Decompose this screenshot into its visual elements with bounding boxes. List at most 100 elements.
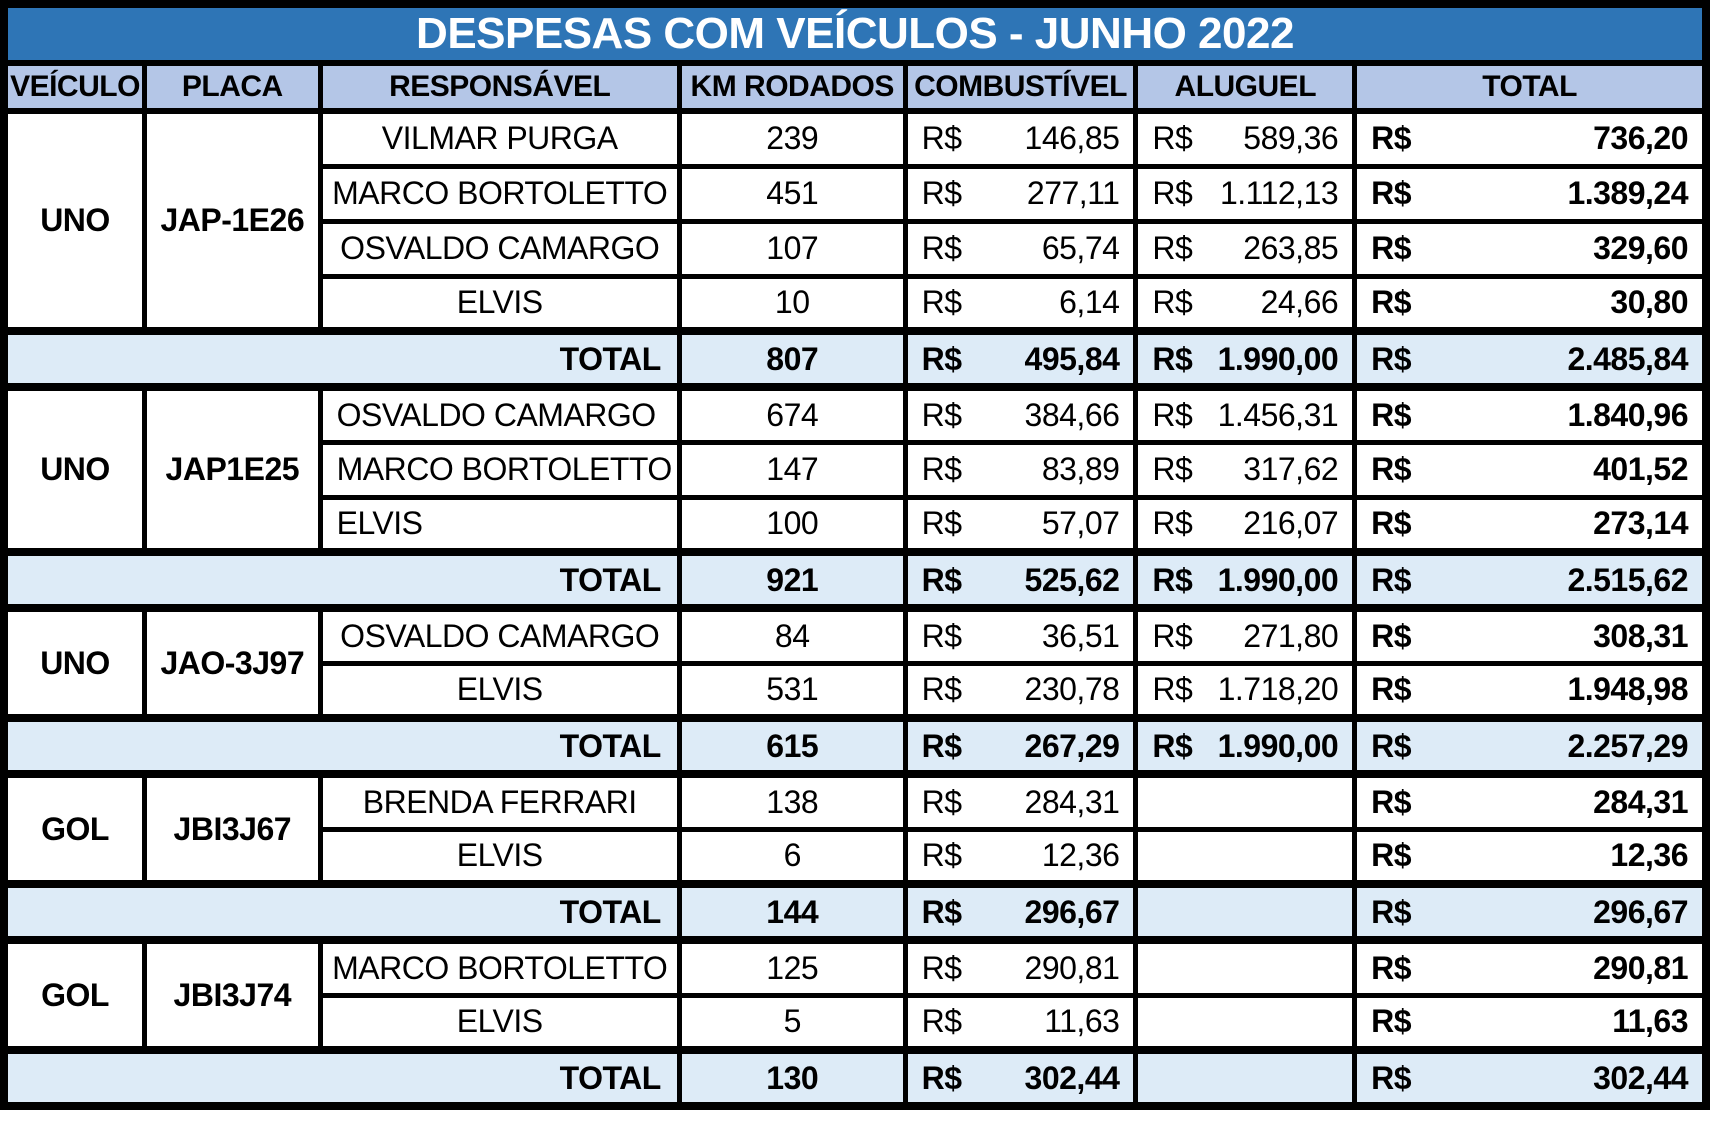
combustivel-value: 65,74 [1041, 230, 1120, 266]
total-value: 12,36 [1610, 837, 1688, 874]
total-cell: R$ 11,63 [1352, 992, 1709, 1053]
currency-symbol: R$ [1152, 230, 1193, 266]
combustivel-value: 290,81 [1024, 949, 1120, 986]
total-value: 1.840,96 [1567, 396, 1688, 433]
total-value: 302,44 [1593, 1059, 1688, 1096]
total-aluguel-cell: R$ 1.990,00 [1133, 548, 1358, 612]
currency-symbol: R$ [1152, 617, 1193, 654]
currency-symbol: R$ [921, 120, 962, 157]
total-aluguel-cell [1133, 1046, 1358, 1110]
total-value: 2.515,62 [1567, 561, 1688, 598]
total-cell: R$ 30,80 [1352, 273, 1709, 334]
currency-symbol: R$ [1371, 451, 1412, 487]
km-cell: 451 [676, 163, 908, 224]
col-header-total: TOTAL [1352, 60, 1709, 114]
combustivel-value: 36,51 [1041, 617, 1120, 654]
currency-symbol: R$ [921, 230, 962, 266]
currency-symbol: R$ [921, 1003, 962, 1040]
aluguel-value: 216,07 [1243, 505, 1339, 542]
combustivel-cell: R$ 290,81 [902, 937, 1139, 998]
table-row: ELVIS 100 R$ 57,07 R$ 216,07 R$ 273,14 [4, 494, 1709, 555]
title-bar: DESPESAS COM VEÍCULOS - JUNHO 2022 [1, 1, 1709, 66]
currency-symbol: R$ [1371, 671, 1412, 708]
currency-symbol: R$ [1371, 340, 1412, 377]
col-header-responsavel: RESPONSÁVEL [317, 60, 682, 114]
aluguel-value: 1.990,00 [1217, 340, 1339, 377]
currency-symbol: R$ [921, 727, 962, 764]
responsavel-cell: OSVALDO CAMARGO [317, 384, 682, 445]
aluguel-cell: R$ 1.112,13 [1133, 163, 1358, 224]
km-cell: 531 [676, 660, 908, 721]
total-row-label: TOTAL [1, 1046, 682, 1110]
currency-symbol: R$ [921, 1059, 962, 1096]
total-row-label: TOTAL [1, 880, 682, 944]
table-row: MARCO BORTOLETTO 147 R$ 83,89 R$ 317,62 R$… [4, 439, 1709, 500]
km-cell: 10 [676, 273, 908, 334]
aluguel-cell [1133, 992, 1358, 1053]
table-row: ELVIS 531 R$ 230,78 R$ 1.718,20 R$ 1.948,98 [4, 660, 1709, 721]
aluguel-cell: R$ 1.718,20 [1133, 660, 1358, 721]
responsavel-cell: OSVALDO CAMARGO [317, 605, 682, 666]
total-cell: R$ 329,60 [1352, 218, 1709, 279]
total-row: TOTAL 130 R$ 302,44 R$ 302,44 [1, 1046, 1709, 1110]
currency-symbol: R$ [921, 617, 962, 654]
responsavel-cell: ELVIS [317, 992, 682, 1053]
combustivel-value: 495,84 [1024, 340, 1120, 377]
total-cell: R$ 1.389,24 [1352, 163, 1709, 224]
combustivel-value: 277,11 [1026, 175, 1120, 211]
currency-symbol: R$ [1152, 727, 1193, 764]
aluguel-value: 1.990,00 [1217, 561, 1339, 598]
total-combustivel-cell: R$ 296,67 [902, 880, 1139, 944]
currency-symbol: R$ [921, 175, 962, 211]
veiculo-cell: GOL [1, 937, 147, 1053]
combustivel-value: 83,89 [1041, 451, 1120, 487]
total-value: 290,81 [1593, 949, 1688, 986]
placa-cell: JAP-1E26 [141, 108, 323, 334]
combustivel-value: 384,66 [1024, 396, 1120, 433]
total-value: 1.948,98 [1567, 671, 1688, 708]
responsavel-cell: ELVIS [317, 660, 682, 721]
total-value: 11,63 [1612, 1003, 1688, 1040]
currency-symbol: R$ [921, 949, 962, 986]
km-cell: 674 [676, 384, 908, 445]
total-value: 308,31 [1593, 617, 1688, 654]
total-row: TOTAL 807 R$ 495,84 R$ 1.990,00 R$ 2.485,84 [1, 327, 1709, 391]
aluguel-cell: R$ 216,07 [1133, 494, 1358, 555]
total-aluguel-cell [1133, 880, 1358, 944]
total-cell: R$ 1.840,96 [1352, 384, 1709, 445]
aluguel-cell: R$ 1.456,31 [1133, 384, 1358, 445]
placa-cell: JAP1E25 [141, 384, 323, 555]
total-combustivel-cell: R$ 302,44 [902, 1046, 1139, 1110]
currency-symbol: R$ [921, 284, 962, 321]
aluguel-value: 1.990,00 [1217, 727, 1339, 764]
combustivel-cell: R$ 57,07 [902, 494, 1139, 555]
currency-symbol: R$ [921, 837, 962, 874]
currency-symbol: R$ [1371, 230, 1412, 266]
km-cell: 5 [676, 992, 908, 1053]
responsavel-cell: ELVIS [317, 273, 682, 334]
responsavel-cell: MARCO BORTOLETTO [317, 937, 682, 998]
responsavel-cell: BRENDA FERRARI [317, 771, 682, 832]
currency-symbol: R$ [1152, 396, 1193, 433]
combustivel-value: 284,31 [1024, 783, 1120, 820]
combustivel-cell: R$ 11,63 [902, 992, 1139, 1053]
total-row-label: TOTAL [1, 714, 682, 778]
aluguel-cell [1133, 771, 1358, 832]
table-row: UNO JAO-3J97 OSVALDO CAMARGO 84 R$ 36,51 … [1, 605, 1709, 721]
total-value: 401,52 [1593, 451, 1688, 487]
total-value: 273,14 [1593, 505, 1688, 542]
table-row: UNO JAP1E25 OSVALDO CAMARGO 674 R$ 384,66… [1, 384, 1709, 555]
km-cell: 6 [676, 826, 908, 887]
currency-symbol: R$ [1152, 120, 1193, 157]
total-row-label: TOTAL [1, 327, 682, 391]
currency-symbol: R$ [1152, 340, 1193, 377]
total-row: TOTAL 615 R$ 267,29 R$ 1.990,00 R$ 2.257,29 [1, 714, 1709, 778]
total-aluguel-cell: R$ 1.990,00 [1133, 714, 1358, 778]
total-total-cell: R$ 296,67 [1352, 880, 1709, 944]
combustivel-cell: R$ 384,66 [902, 384, 1139, 445]
combustivel-cell: R$ 146,85 [902, 108, 1139, 169]
table-row: ELVIS 5 R$ 11,63 R$ 11,63 [4, 992, 1709, 1053]
table-row: GOL JBI3J74 MARCO BORTOLETTO 125 R$ 290,8… [1, 937, 1709, 1053]
currency-symbol: R$ [1371, 783, 1412, 820]
currency-symbol: R$ [921, 893, 962, 930]
